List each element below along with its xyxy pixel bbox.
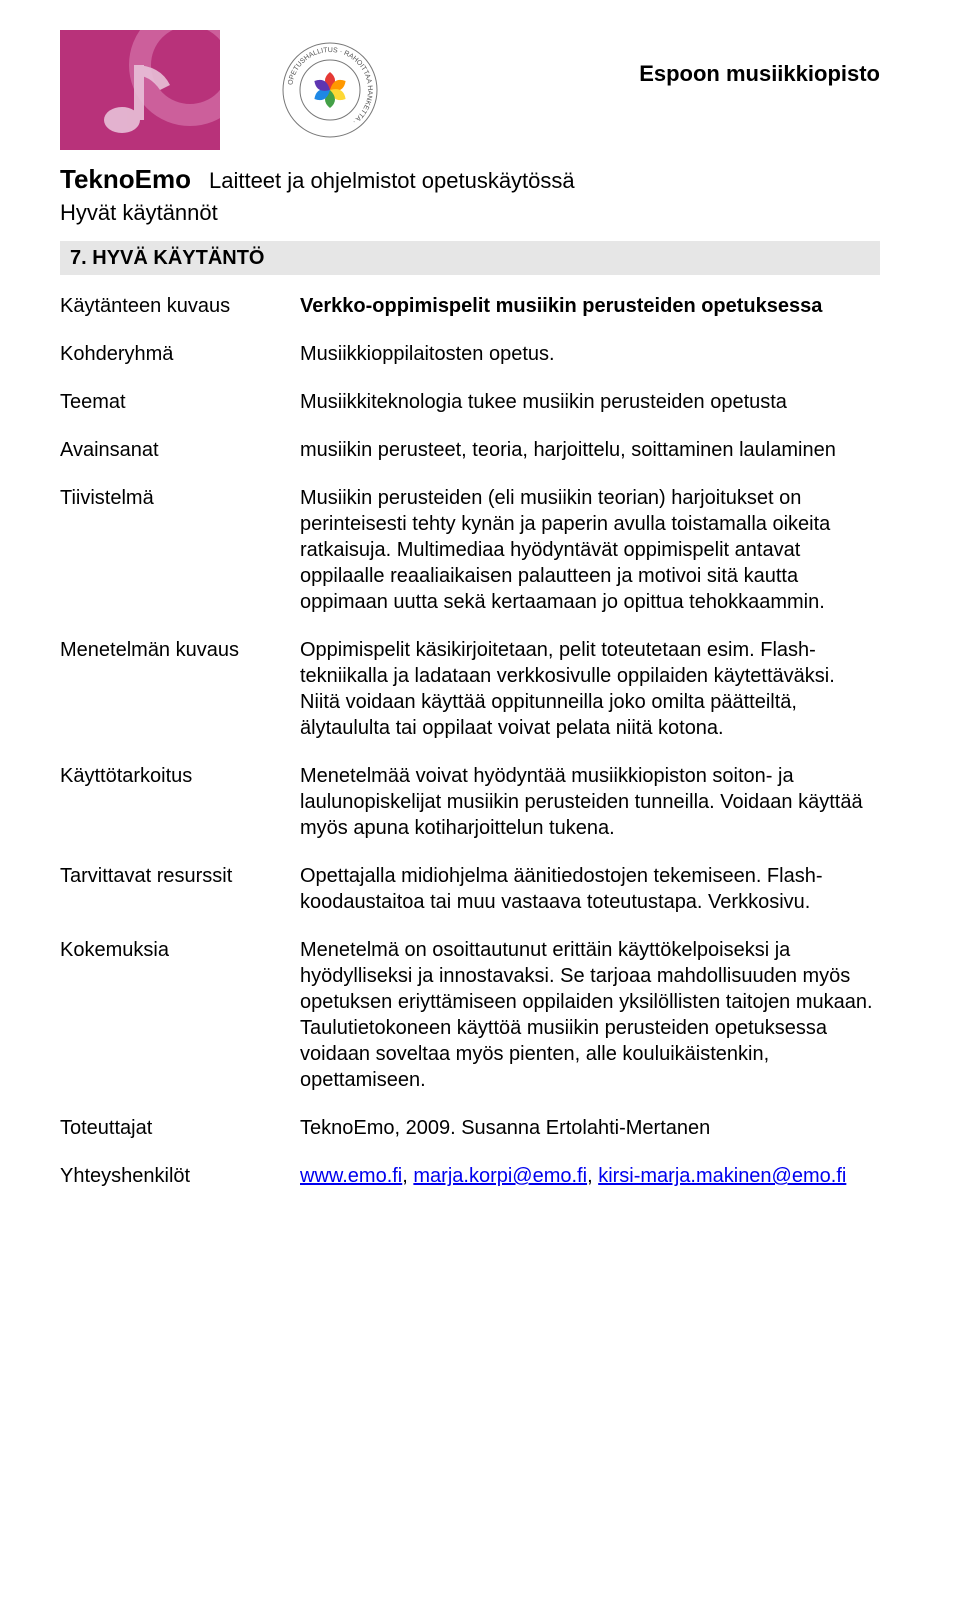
row-label: Avainsanat [60, 437, 280, 463]
logo-area: OPETUSHALLITUS · RAHOITTAA HANKETTA · [60, 30, 380, 157]
section-title: HYVÄ KÄYTÄNTÖ [92, 247, 264, 269]
row-value: musiikin perusteet, teoria, harjoittelu,… [300, 437, 880, 463]
row-value: Musiikin perusteiden (eli musiikin teori… [300, 485, 880, 615]
entries-grid: Käytänteen kuvaus Verkko-oppimispelit mu… [60, 293, 880, 1189]
project-title: TeknoEmo [60, 163, 191, 197]
row-label: Toteuttajat [60, 1115, 280, 1141]
row-label: Kohderyhmä [60, 341, 280, 367]
contact-link[interactable]: marja.korpi@emo.fi [413, 1165, 587, 1187]
section-bar: 7. HYVÄ KÄYTÄNTÖ [60, 241, 880, 275]
row-value: Musiikkiteknologia tukee musiikin perust… [300, 389, 880, 415]
contact-link[interactable]: www.emo.fi [300, 1165, 402, 1187]
row-label: Käytänteen kuvaus [60, 293, 280, 319]
row-label: Käyttötarkoitus [60, 763, 280, 841]
teknoemo-logo-icon [60, 30, 220, 157]
row-label: Tarvittavat resurssit [60, 863, 280, 915]
header-row: OPETUSHALLITUS · RAHOITTAA HANKETTA · Es… [60, 30, 880, 157]
contact-link[interactable]: kirsi-marja.makinen@emo.fi [598, 1165, 846, 1187]
separator: , [587, 1165, 598, 1187]
project-subtitle-2: Hyvät käytännöt [60, 199, 880, 228]
row-label: Tiivistelmä [60, 485, 280, 615]
row-value: Menetelmää voivat hyödyntää musiikkiopis… [300, 763, 880, 841]
page: OPETUSHALLITUS · RAHOITTAA HANKETTA · Es… [0, 0, 960, 1229]
contacts-label: Yhteyshenkilöt [60, 1163, 280, 1189]
opetushallitus-badge-icon: OPETUSHALLITUS · RAHOITTAA HANKETTA · [280, 40, 380, 147]
org-name: Espoon musiikkiopisto [639, 60, 880, 89]
section-number: 7. [70, 247, 87, 269]
row-label: Teemat [60, 389, 280, 415]
row-label: Menetelmän kuvaus [60, 637, 280, 741]
row-label: Kokemuksia [60, 937, 280, 1093]
title-row: TeknoEmo Laitteet ja ohjelmistot opetusk… [60, 163, 880, 197]
row-value: Verkko-oppimispelit musiikin perusteiden… [300, 293, 880, 319]
separator: , [402, 1165, 413, 1187]
row-value: TeknoEmo, 2009. Susanna Ertolahti-Mertan… [300, 1115, 880, 1141]
project-subtitle: Laitteet ja ohjelmistot opetuskäytössä [209, 167, 575, 196]
row-value: Oppimispelit käsikirjoitetaan, pelit tot… [300, 637, 880, 741]
contacts-value: www.emo.fi, marja.korpi@emo.fi, kirsi-ma… [300, 1163, 880, 1189]
row-value: Musiikkioppilaitosten opetus. [300, 341, 880, 367]
row-value: Menetelmä on osoittautunut erittäin käyt… [300, 937, 880, 1093]
row-value: Opettajalla midiohjelma äänitiedostojen … [300, 863, 880, 915]
